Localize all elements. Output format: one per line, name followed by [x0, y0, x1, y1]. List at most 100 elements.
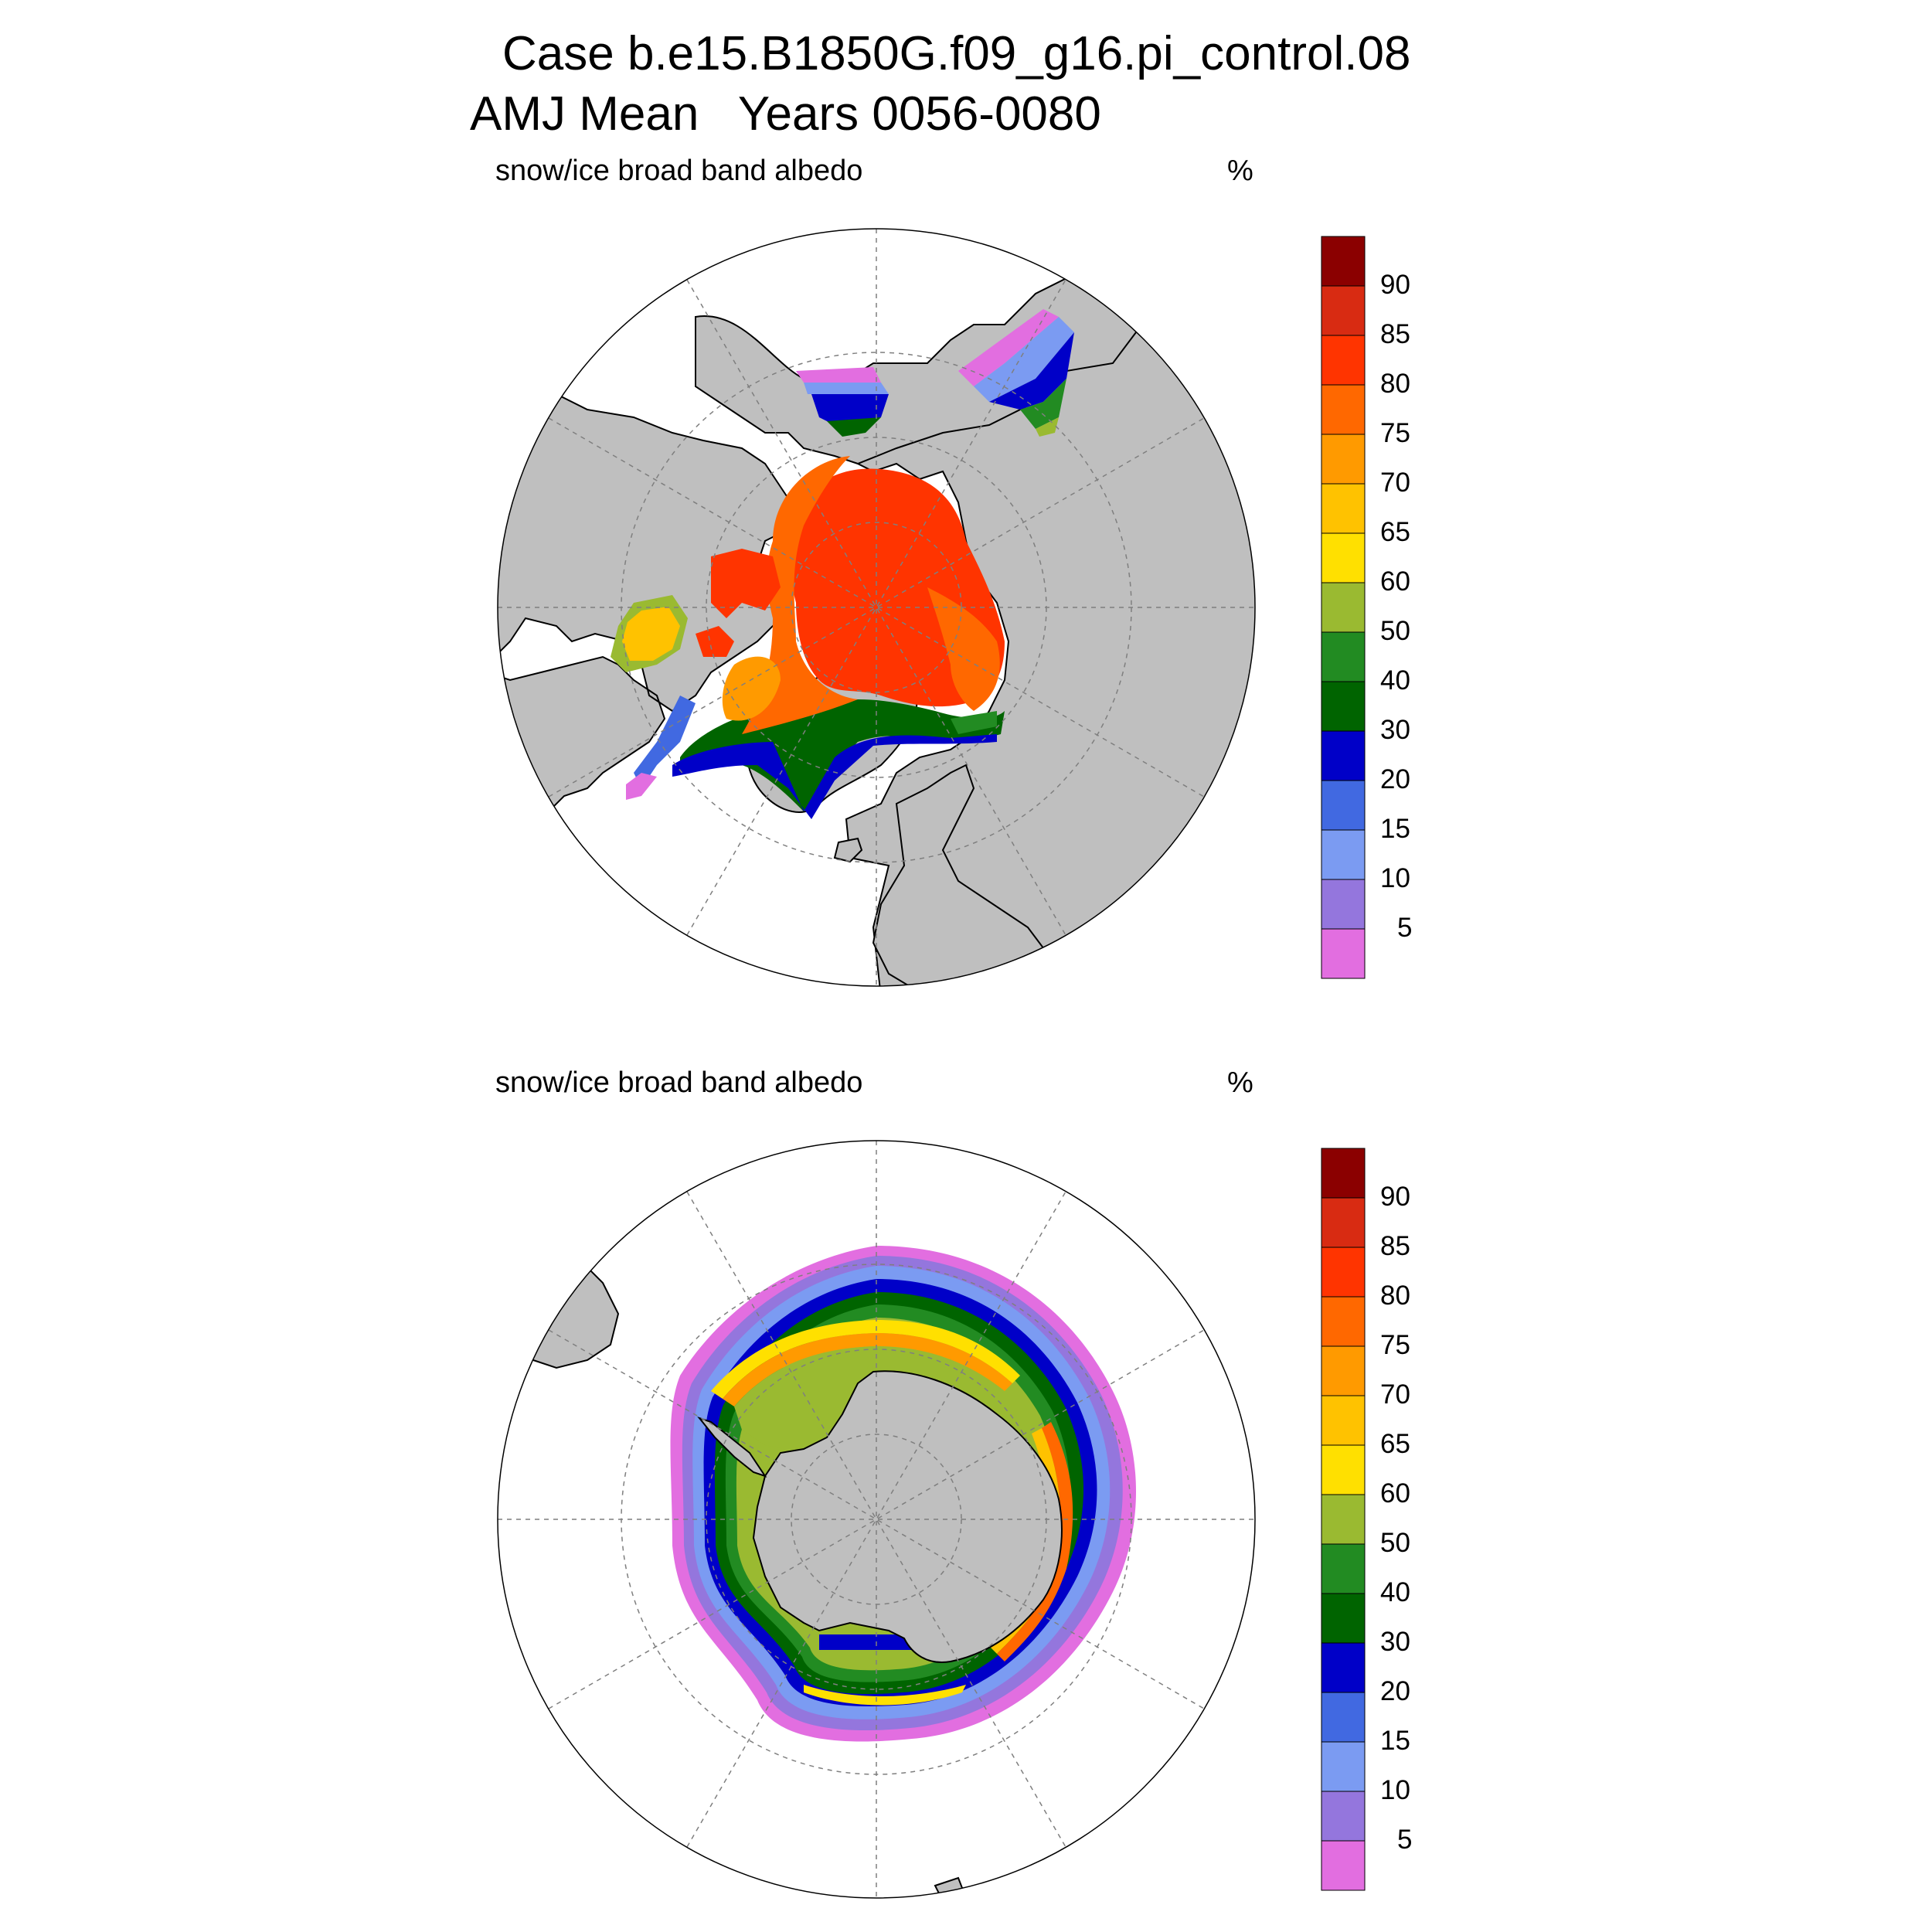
north-colorbar-tick-label: 75 [1380, 418, 1410, 448]
south-ice-east-orange [997, 1422, 1073, 1662]
north-colorbar-tick-label: 80 [1380, 369, 1410, 399]
north-colorbar-tick-label: 90 [1380, 270, 1410, 300]
north-land-europe [872, 764, 1053, 986]
south-colorbar-tick-label: 90 [1380, 1182, 1410, 1212]
south-colorbar-tick-label: 10 [1380, 1775, 1410, 1805]
south-colorbar-tick-label: 85 [1380, 1231, 1410, 1261]
north-ice-archipelago-2 [696, 626, 734, 657]
north-ice-okhotsk-lightblue [974, 317, 1074, 402]
north-colorbar-box [1321, 631, 1366, 682]
north-colorbar-box [1321, 335, 1366, 386]
south-colorbar-tick-label: 80 [1380, 1281, 1410, 1311]
north-colorbar-box [1321, 730, 1366, 781]
figure-title-line2: AMJ Mean Years 0056-0080 [470, 87, 1101, 141]
north-colorbar-box [1321, 434, 1366, 485]
south-ice-band-orange [723, 1333, 1012, 1406]
north-land-iceland [833, 837, 863, 863]
north-units-label: % [1227, 155, 1253, 187]
north-ice-okhotsk-green [1020, 379, 1066, 429]
north-colorbar-box [1321, 532, 1366, 583]
north-colorbar-tick-label: 5 [1397, 913, 1413, 943]
south-colorbar-box [1321, 1642, 1366, 1693]
north-ice-orange-ring-east [927, 587, 1000, 711]
north-ice-edge-blue [672, 734, 997, 819]
south-colorbar-tick-label: 20 [1380, 1676, 1410, 1706]
south-colorbar-tick-label: 75 [1380, 1330, 1410, 1360]
south-colorbar-box [1321, 1296, 1366, 1347]
north-ice-bering-blue [811, 394, 889, 425]
north-map-border [497, 228, 1256, 987]
north-colorbar-box [1321, 879, 1366, 930]
north-colorbar [1321, 236, 1366, 979]
north-colorbar-box [1321, 582, 1366, 633]
south-colorbar-box [1321, 1543, 1366, 1594]
north-ice-bering-pink [796, 367, 881, 383]
south-colorbar-tick-label: 70 [1380, 1379, 1410, 1410]
south-colorbar-box [1321, 1395, 1366, 1446]
south-ice-south-yellow [804, 1685, 966, 1706]
north-colorbar-tick-label: 70 [1380, 468, 1410, 498]
south-colorbar-tick-label: 30 [1380, 1627, 1410, 1657]
south-colorbar-box [1321, 1148, 1366, 1199]
north-colorbar-tick-label: 40 [1380, 665, 1410, 696]
south-colorbar-tick-label: 40 [1380, 1577, 1410, 1607]
north-colorbar-box [1321, 285, 1366, 336]
north-ice-bering-lightblue [804, 383, 889, 394]
north-colorbar-box [1321, 681, 1366, 732]
south-polar-map [497, 1140, 1256, 1899]
north-colorbar-tick-label: 15 [1380, 814, 1410, 844]
north-colorbar-tick-label: 30 [1380, 715, 1410, 745]
south-colorbar [1321, 1148, 1366, 1891]
north-ice-barents-edge [951, 711, 997, 734]
south-colorbar-tick-label: 60 [1380, 1478, 1410, 1509]
south-ice-ross-blue [819, 1634, 912, 1650]
south-colorbar-box [1321, 1197, 1366, 1248]
north-colorbar-tick-label: 60 [1380, 566, 1410, 597]
south-units-label: % [1227, 1066, 1253, 1099]
south-land-antarctica [752, 1370, 1063, 1663]
north-colorbar-tick-label: 10 [1380, 863, 1410, 893]
north-ice-hudson [622, 607, 680, 661]
north-colorbar-box [1321, 780, 1366, 831]
north-colorbar-tick-label: 65 [1380, 517, 1410, 547]
south-colorbar-box [1321, 1741, 1366, 1792]
north-graticule [498, 229, 1255, 986]
figure-title-line1: Case b.e15.B1850G.f09_g16.pi_control.08 [502, 27, 1411, 80]
north-ice-okhotsk-blue [989, 332, 1074, 410]
south-colorbar-box [1321, 1791, 1366, 1842]
south-colorbar-tick-label: 50 [1380, 1528, 1410, 1558]
north-ice-labrador-blue [634, 696, 696, 788]
south-land-peninsula [697, 1416, 767, 1478]
north-ice-archipelago [711, 549, 781, 618]
south-colorbar-tick-label: 15 [1380, 1726, 1410, 1756]
north-colorbar-tick-label: 20 [1380, 764, 1410, 794]
north-ice-okhotsk-yellowgreen [1036, 417, 1059, 437]
south-colorbar-box [1321, 1692, 1366, 1743]
north-colorbar-box [1321, 483, 1366, 534]
north-colorbar-tick-label: 85 [1380, 319, 1410, 349]
south-colorbar-box [1321, 1593, 1366, 1644]
south-colorbar-tick-label: 65 [1380, 1429, 1410, 1459]
north-ice-okhotsk-pink [958, 309, 1059, 386]
south-colorbar-box [1321, 1494, 1366, 1545]
south-ice-band-yellow [711, 1320, 1020, 1399]
north-ice-bering-green [827, 417, 881, 437]
south-colorbar-box [1321, 1247, 1366, 1298]
north-ice-labrador-pink [626, 773, 657, 800]
south-colorbar-box [1321, 1345, 1366, 1396]
north-polar-map [497, 228, 1256, 987]
south-variable-label: snow/ice broad band albedo [495, 1066, 863, 1099]
south-graticule [498, 1141, 1255, 1898]
north-colorbar-box [1321, 829, 1366, 880]
north-colorbar-box [1321, 928, 1366, 979]
south-colorbar-tick-label: 5 [1397, 1825, 1413, 1855]
north-variable-label: snow/ice broad band albedo [495, 155, 863, 187]
north-sea-ice [611, 309, 1074, 819]
north-colorbar-tick-label: 50 [1380, 616, 1410, 646]
north-colorbar-box [1321, 384, 1366, 435]
south-colorbar-box [1321, 1840, 1366, 1891]
south-ice-weddell [734, 1346, 876, 1453]
south-colorbar-box [1321, 1444, 1366, 1495]
south-map-border [497, 1140, 1256, 1899]
